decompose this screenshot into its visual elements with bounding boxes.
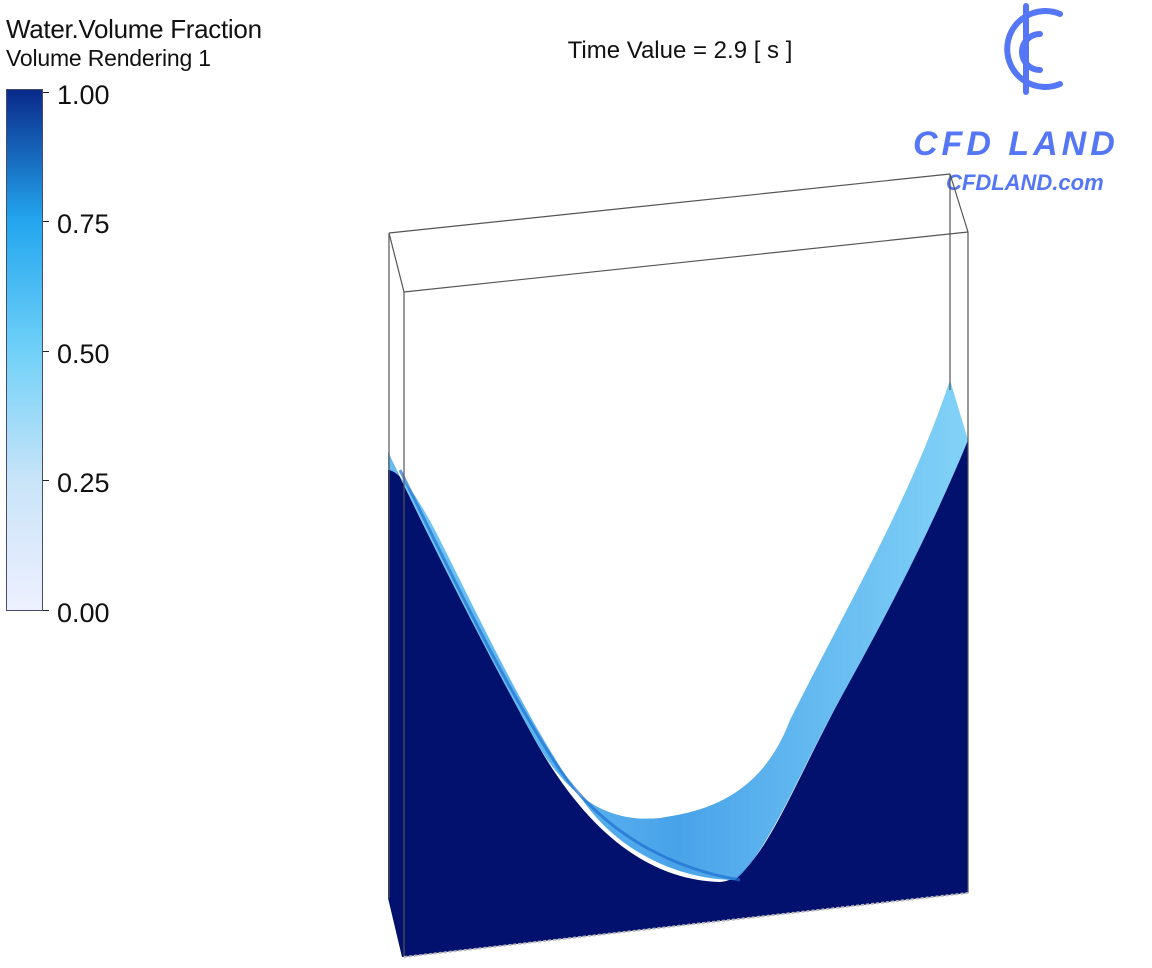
colorbar-tick bbox=[43, 610, 49, 611]
interface-inner-edge bbox=[398, 469, 741, 882]
water-air-interface bbox=[388, 380, 968, 880]
colorbar-tick-label: 1.00 bbox=[57, 80, 110, 110]
colorbar-tick bbox=[43, 351, 49, 352]
colorbar-tick-label: 0.75 bbox=[57, 209, 110, 239]
domain-bounding-box bbox=[388, 173, 969, 957]
colorbar-tick bbox=[43, 92, 49, 93]
colorbar-tick-label: 0.00 bbox=[57, 598, 110, 628]
colorbar-tick-label: 0.50 bbox=[57, 339, 110, 369]
legend-subtitle: Volume Rendering 1 bbox=[6, 45, 211, 71]
logo-brand-text: CFD LAND bbox=[913, 125, 1119, 163]
logo-url-text: CFDLAND.com bbox=[946, 170, 1104, 195]
cfd-land-logo: CFD LAND CFDLAND.com bbox=[900, 0, 1152, 205]
time-value-label: Time Value = 2.9 [ s ] bbox=[567, 37, 793, 64]
cfd-land-logo-icon bbox=[1004, 3, 1063, 95]
colorbar bbox=[6, 89, 43, 611]
colorbar-tick-label: 0.25 bbox=[57, 468, 110, 498]
colorbar-tick bbox=[43, 480, 49, 481]
legend-title: Water.Volume Fraction bbox=[6, 14, 262, 44]
water-volume bbox=[388, 440, 968, 957]
colorbar-tick bbox=[43, 221, 49, 222]
